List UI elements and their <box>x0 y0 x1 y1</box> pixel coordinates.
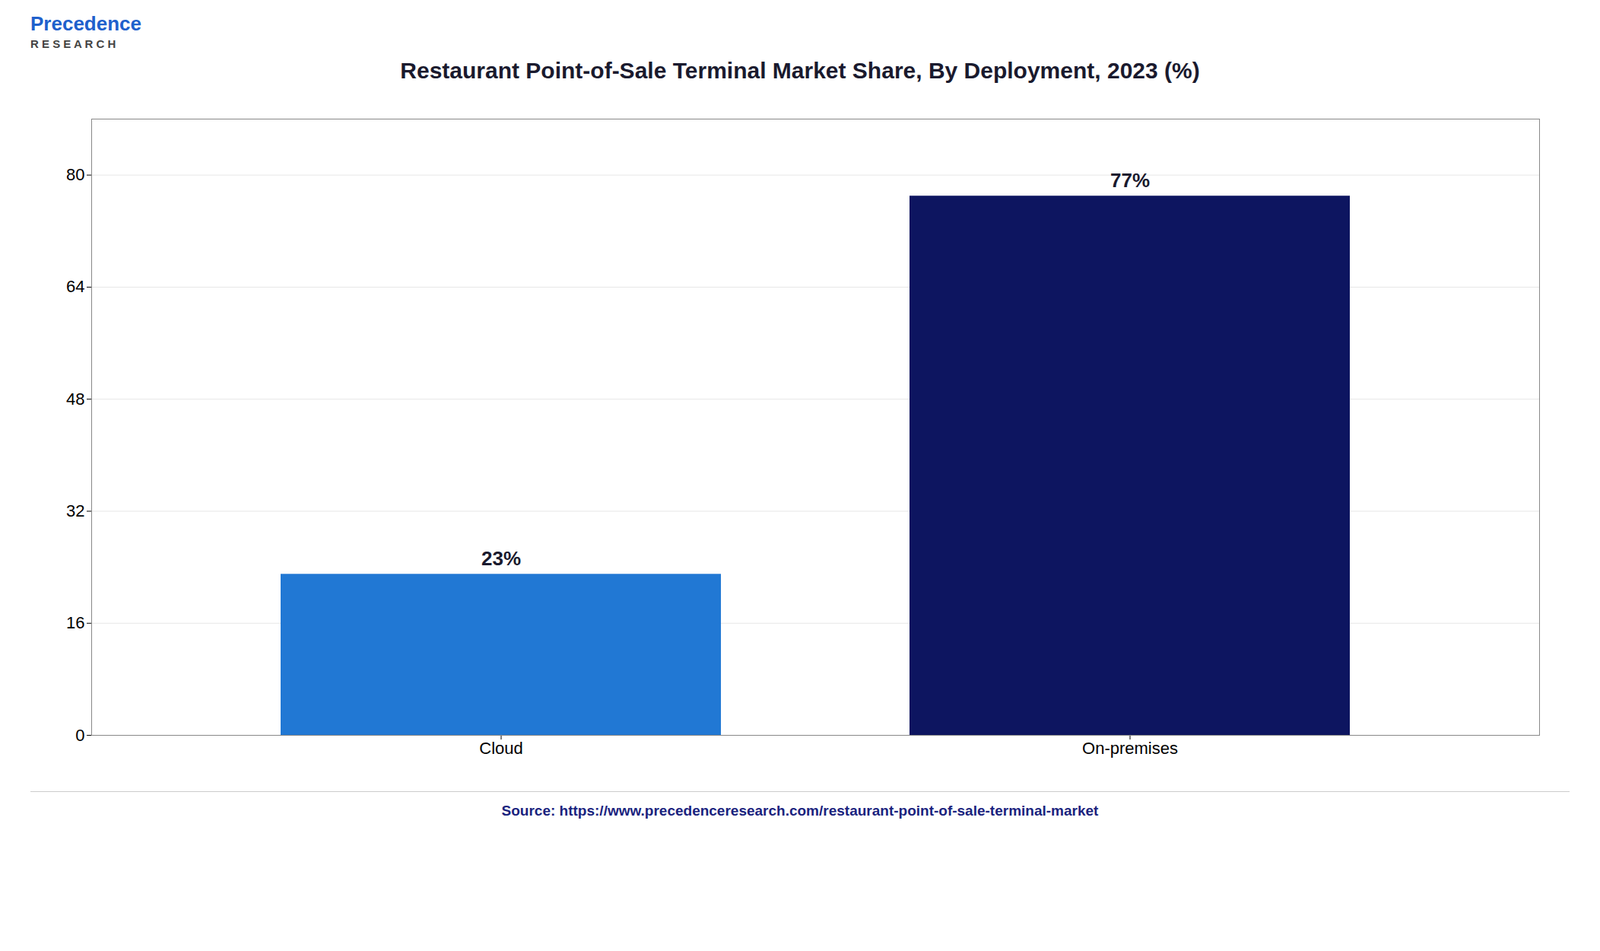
html-text:Restaurant Point-of-Sale Termi: Restaurant Point-of-Sale Terminal Market… <box>400 57 1200 83</box>
svg-text:16: 16 <box>66 612 85 632</box>
svg-text:23%: 23% <box>481 546 521 570</box>
svg-text:80: 80 <box>66 165 85 185</box>
svg-text:48: 48 <box>66 389 85 409</box>
svg-text:32: 32 <box>66 501 85 521</box>
svg-text:64: 64 <box>66 276 85 296</box>
html-text:R E S E A R C H: R E S E A R C H <box>30 37 116 51</box>
svg-text:On-premises: On-premises <box>1082 738 1178 758</box>
svg-text:0: 0 <box>75 725 85 745</box>
html-text:Precedence: Precedence <box>30 12 142 35</box>
html-text:Source: https://www.precedence: Source: https://www.precedenceresearch.c… <box>501 802 1099 819</box>
svg-text:77%: 77% <box>1110 168 1150 192</box>
svg-text:Cloud: Cloud <box>479 738 523 758</box>
